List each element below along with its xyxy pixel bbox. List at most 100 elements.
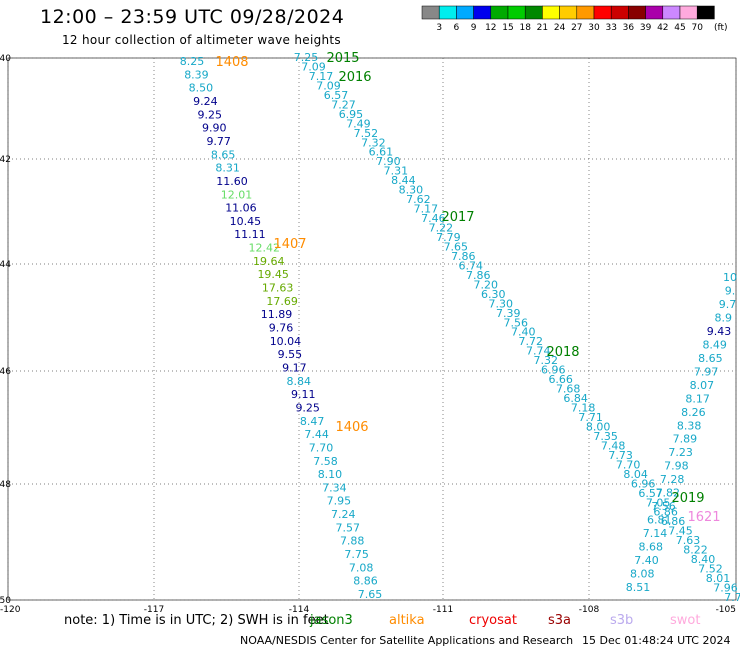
color-swatch bbox=[628, 5, 646, 20]
graticule bbox=[7, 57, 737, 601]
wave-height-value: 7.75 bbox=[344, 548, 369, 561]
wave-height-value: 6.96 bbox=[541, 364, 566, 377]
unit-label: (ft) bbox=[714, 23, 728, 33]
wave-height-value: 8.01 bbox=[706, 572, 731, 585]
pass-label: 2015 bbox=[326, 51, 359, 66]
wave-height-value: 7.18 bbox=[571, 402, 596, 415]
latitude-label: 50 bbox=[0, 596, 11, 606]
color-scale-label: 15 bbox=[502, 23, 513, 33]
wave-height-value: 7.86 bbox=[466, 269, 491, 282]
wave-height-value: 6.74 bbox=[459, 259, 484, 272]
wave-height-value: 9.43 bbox=[707, 325, 732, 338]
wave-height-value: 9.25 bbox=[295, 401, 320, 414]
color-scale-label: 9 bbox=[471, 23, 477, 33]
satellite-legend-item: swot bbox=[670, 613, 701, 628]
longitude-label: -117 bbox=[144, 605, 164, 615]
wave-height-value: 8.65 bbox=[698, 352, 723, 365]
credit-text: NOAA/NESDIS Center for Satellite Applica… bbox=[240, 634, 574, 647]
footnote: note: 1) Time is in UTC; 2) SWH is in fe… bbox=[64, 613, 329, 628]
wave-height-value: 6.61 bbox=[369, 146, 394, 159]
wave-height-value: 7.79 bbox=[436, 231, 461, 244]
satellite-legend-item: s3a bbox=[548, 613, 572, 628]
color-scale-label: 39 bbox=[640, 23, 652, 33]
wave-height-value: 6.84 bbox=[563, 392, 588, 405]
wave-height-value: 8.30 bbox=[399, 184, 424, 197]
wave-height-value: 7.23 bbox=[668, 446, 693, 459]
color-swatch bbox=[542, 5, 560, 20]
color-swatch bbox=[559, 5, 578, 20]
color-swatch bbox=[662, 5, 681, 20]
wave-height-value: 9.25 bbox=[198, 108, 223, 121]
pass-label: 2017 bbox=[441, 210, 474, 225]
color-scale-label: 42 bbox=[657, 23, 668, 33]
wave-height-value: 7.73 bbox=[608, 449, 633, 462]
wave-height-value: 7.49 bbox=[346, 117, 371, 130]
wave-height-value: 7.68 bbox=[556, 383, 581, 396]
wave-height-value: 7.70 bbox=[616, 458, 641, 471]
color-scale-label: 18 bbox=[519, 23, 531, 33]
color-scale-label: 70 bbox=[691, 23, 703, 33]
latitude-label: 44 bbox=[0, 260, 11, 270]
wave-height-value: 7.71 bbox=[578, 411, 603, 424]
color-swatch bbox=[645, 5, 664, 20]
wave-height-value: 8.04 bbox=[623, 468, 648, 481]
wave-height-value: 7.88 bbox=[340, 535, 365, 548]
wave-height-value: 10.04 bbox=[270, 335, 302, 348]
wave-height-value: 7.17 bbox=[309, 70, 334, 83]
wave-height-value: 7.56 bbox=[504, 316, 529, 329]
wave-height-value: 8.17 bbox=[685, 392, 710, 405]
satellite-legend-item: jason3 bbox=[310, 613, 353, 628]
wave-height-value: 8.47 bbox=[300, 415, 325, 428]
wave-height-value: 7.35 bbox=[593, 430, 618, 443]
pass-label: 1621 bbox=[687, 510, 720, 525]
wave-height-value: 8.9 bbox=[714, 311, 732, 324]
wave-height-value: 6.57 bbox=[638, 487, 663, 500]
wave-height-value: 8.26 bbox=[681, 406, 706, 419]
satellite-legend-item: altika bbox=[389, 613, 425, 628]
wave-height-value: 7.7 bbox=[724, 591, 740, 604]
color-scale-label: 45 bbox=[674, 23, 685, 33]
wave-height-value: 19.64 bbox=[253, 255, 285, 268]
longitude-label: -111 bbox=[433, 605, 453, 615]
color-swatch bbox=[524, 5, 543, 20]
pass-label: 2016 bbox=[338, 70, 371, 85]
wave-height-value: 6.86 bbox=[661, 515, 686, 528]
color-scale-legend: 3 6 9 12 15 18 21 24 27 30 33 36 39 42 45 70 (ft) bbox=[421, 5, 728, 33]
wave-height-value: 7.40 bbox=[634, 554, 659, 567]
wave-height-value: 7.40 bbox=[511, 326, 536, 339]
map-title: 12:00 – 23:59 UTC 09/28/2024 bbox=[40, 6, 345, 28]
wave-height-value: 6.30 bbox=[481, 288, 506, 301]
color-scale-label: 6 bbox=[454, 23, 460, 33]
pass-label: 1408 bbox=[215, 55, 248, 70]
wave-height-value: 7.39 bbox=[496, 307, 521, 320]
wave-height-value: 7.72 bbox=[518, 335, 543, 348]
wave-height-value: 7.52 bbox=[698, 563, 723, 576]
longitude-label: -105 bbox=[716, 605, 736, 615]
wave-height-value: 7.86 bbox=[451, 250, 476, 263]
color-scale-label: 24 bbox=[554, 23, 566, 33]
wave-height-value: 6.95 bbox=[339, 108, 364, 121]
color-scale-label: 33 bbox=[605, 23, 616, 33]
wave-height-value: 7.74 bbox=[526, 345, 551, 358]
longitude-label: -108 bbox=[579, 605, 600, 615]
wave-height-value: 7.95 bbox=[327, 495, 352, 508]
wave-height-value: 7.20 bbox=[474, 278, 499, 291]
wave-height-value: 12.01 bbox=[221, 188, 253, 201]
wave-height-value: 9. bbox=[725, 284, 736, 297]
wave-height-value: 7.82 bbox=[656, 487, 681, 500]
wave-height-value: 8.51 bbox=[626, 581, 651, 594]
wave-height-value: 6.86 bbox=[653, 506, 678, 519]
longitude-label: -114 bbox=[289, 605, 310, 615]
color-swatch bbox=[456, 5, 474, 20]
wave-height-value: 7.09 bbox=[301, 60, 326, 73]
pass-label: 2018 bbox=[546, 345, 579, 360]
wave-height-value: 9.90 bbox=[202, 122, 227, 135]
wave-height-value: 7.58 bbox=[313, 455, 338, 468]
color-swatch bbox=[610, 5, 629, 20]
latitude-label: 48 bbox=[0, 480, 11, 490]
wave-height-value: 17.69 bbox=[266, 295, 298, 308]
wave-height-value: 7.09 bbox=[316, 79, 341, 92]
color-scale-label: 3 bbox=[436, 23, 442, 33]
color-swatch bbox=[507, 5, 526, 20]
wave-height-value: 7.98 bbox=[664, 460, 689, 473]
